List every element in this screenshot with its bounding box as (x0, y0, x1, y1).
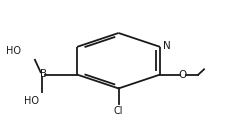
Text: HO: HO (6, 46, 21, 56)
Text: HO: HO (24, 96, 39, 106)
Text: Cl: Cl (113, 106, 123, 116)
Text: N: N (162, 41, 170, 51)
Text: B: B (40, 69, 47, 79)
Text: O: O (178, 70, 186, 80)
